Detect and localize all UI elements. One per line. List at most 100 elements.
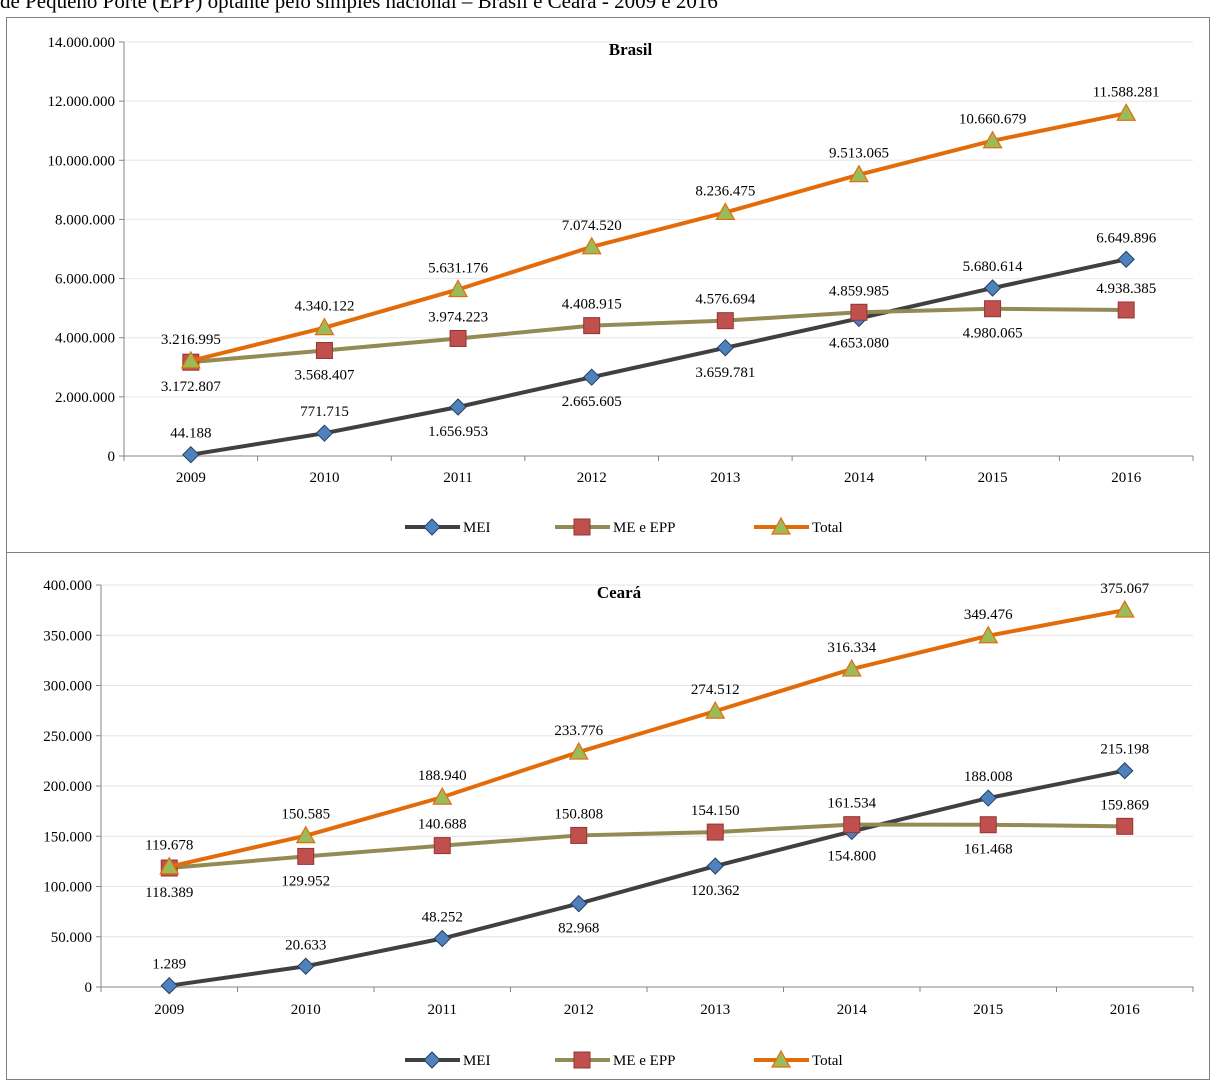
legend-marker (573, 518, 591, 536)
y-axis: 0 50.000 100.000 150.000 200.000 250.000 300.0… (43, 578, 102, 996)
data-point (1116, 103, 1137, 121)
data-point (295, 825, 316, 844)
series-line (168, 608, 1126, 869)
y-tick-label: 14.000.000 (48, 35, 116, 51)
data-label: 150.585 (281, 807, 330, 823)
data-point (1116, 817, 1134, 835)
data-point (706, 823, 724, 841)
data-point (716, 312, 734, 330)
x-axis: 2009 2010 2011 2012 2013 2014 2015 2016 (100, 986, 1194, 1018)
data-point (180, 350, 201, 369)
data-point (433, 837, 451, 855)
y-tick-label: 250.000 (43, 729, 92, 745)
data-point (314, 317, 335, 336)
data-label: 274.512 (691, 682, 740, 698)
data-point (449, 398, 467, 416)
gridlines (124, 41, 1193, 398)
y-tick-label: 200.000 (43, 779, 92, 795)
x-tick-label: 2012 (577, 470, 607, 486)
data-label: 4.408.915 (562, 297, 622, 313)
data-label: 233.776 (554, 723, 603, 739)
legend-marker (770, 1049, 792, 1068)
x-tick-label: 2009 (176, 470, 206, 486)
data-label: 118.389 (145, 885, 193, 901)
data-label: 4.340.122 (294, 299, 354, 315)
y-tick-label: 350.000 (43, 628, 92, 644)
chart-divider (6, 552, 1210, 553)
x-tick-label: 2013 (710, 470, 740, 486)
data-label: 349.476 (964, 607, 1013, 623)
legend: MEI ME e EPP Total (405, 516, 843, 536)
data-label: 140.688 (418, 817, 467, 833)
data-point (448, 279, 469, 298)
data-label: 3.172.807 (161, 379, 222, 395)
x-tick-label: 2010 (309, 470, 339, 486)
data-labels: 44.188 771.715 1.656.953 2.665.605 3.659.781… (170, 230, 1157, 441)
legend-label: ME e EPP (613, 1053, 676, 1069)
data-label: 20.633 (285, 937, 326, 953)
series-total (159, 599, 1135, 875)
legend-label: MEI (463, 520, 491, 536)
data-point (182, 445, 200, 464)
y-tick-label: 150.000 (43, 829, 92, 845)
data-point (705, 700, 726, 719)
data-label: 3.568.407 (294, 367, 355, 383)
data-point (159, 856, 180, 875)
data-point (432, 786, 453, 805)
data-label: 375.067 (1100, 581, 1149, 597)
legend-marker (423, 1051, 441, 1069)
legend-label: Total (812, 520, 843, 536)
x-tick-label: 2012 (564, 1002, 594, 1018)
data-point (449, 329, 467, 347)
y-tick-label: 2.000.000 (55, 390, 115, 406)
data-label: 44.188 (170, 426, 211, 442)
series-mei (182, 250, 1135, 464)
data-label: 4.859.985 (829, 283, 889, 299)
chart-title: Brasil (609, 40, 653, 59)
y-tick-label: 50.000 (51, 930, 92, 946)
x-tick-label: 2009 (154, 1002, 184, 1018)
y-tick-label: 300.000 (43, 679, 92, 695)
series-line (190, 111, 1127, 363)
data-labels: 1.289 20.633 48.252 82.968 120.362 154.800 188… (152, 742, 1149, 973)
data-label: 161.468 (964, 842, 1013, 858)
data-label: 120.362 (691, 883, 740, 899)
y-axis: 0 2.000.000 4.000.000 6.000.000 8.000.000 10.… (48, 35, 125, 465)
data-point (315, 341, 333, 359)
data-point (850, 303, 868, 321)
data-point (983, 279, 1002, 297)
data-point (570, 826, 588, 844)
series-me-e-epp (182, 300, 1135, 371)
data-label: 4.980.065 (963, 326, 1023, 342)
data-point (848, 164, 869, 183)
x-tick-label: 2014 (837, 1002, 868, 1018)
y-tick-label: 6.000.000 (55, 272, 115, 288)
data-label: 150.808 (554, 806, 603, 822)
legend-label: Total (812, 1053, 843, 1069)
data-label: 159.869 (1100, 797, 1149, 813)
data-label: 2.665.605 (562, 394, 622, 410)
legend-label: ME e EPP (613, 520, 676, 536)
data-label: 316.334 (827, 640, 876, 656)
data-point (979, 789, 997, 807)
data-label: 1.289 (152, 957, 186, 973)
y-tick-label: 400.000 (43, 578, 92, 594)
data-label: 10.660.679 (959, 112, 1027, 128)
data-label: 3.216.995 (161, 332, 221, 348)
series-line (168, 768, 1126, 988)
data-point (581, 236, 602, 255)
data-label: 154.150 (691, 803, 740, 819)
legend-marker (423, 518, 441, 536)
data-label: 4.576.694 (695, 292, 756, 308)
data-label: 5.631.176 (428, 260, 489, 276)
figure-caption: de Pequeno Porte (EPP) optante pelo simp… (0, 0, 718, 13)
x-tick-label: 2013 (700, 1002, 730, 1018)
y-tick-label: 4.000.000 (55, 331, 115, 347)
data-label: 48.252 (422, 910, 463, 926)
y-tick-label: 100.000 (43, 880, 92, 896)
y-tick-label: 10.000.000 (48, 153, 116, 169)
series-total (180, 103, 1137, 369)
y-tick-label: 8.000.000 (55, 212, 115, 228)
data-label: 129.952 (281, 873, 330, 889)
